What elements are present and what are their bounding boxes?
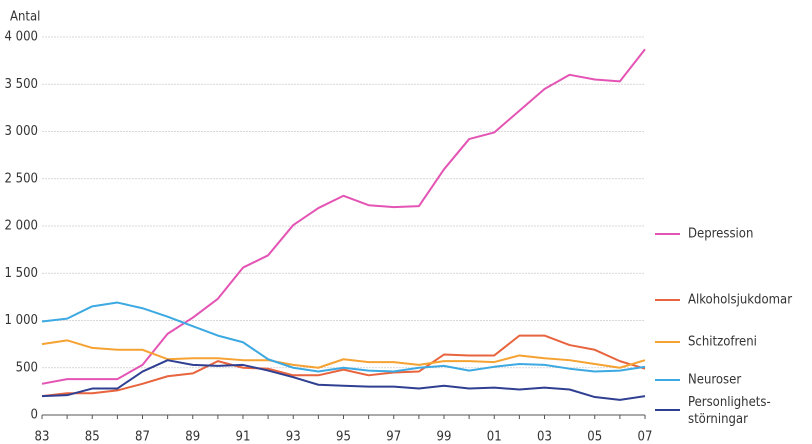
y-tick-label: 2 500	[5, 171, 38, 186]
y-tick-label: 1 500	[5, 266, 38, 281]
legend-label: Neuroser	[688, 373, 741, 388]
x-tick-label: 95	[336, 430, 351, 444]
legend-label: Alkoholsjukdomar	[688, 293, 792, 308]
legend-label: Personlighets-störningar	[688, 395, 771, 427]
x-tick-label: 97	[386, 430, 401, 444]
x-tick-label: 01	[487, 430, 502, 444]
x-tick-label: 99	[437, 430, 452, 444]
legend-label: Schitzofreni	[688, 335, 757, 350]
y-tick-label: 3 000	[5, 124, 38, 139]
x-tick-label: 91	[236, 430, 251, 444]
series-line	[41, 334, 646, 398]
series-line	[41, 48, 646, 385]
x-tick-label: 83	[35, 430, 50, 444]
y-tick-label: 3 500	[5, 77, 38, 92]
y-tick-label: 2 000	[5, 219, 38, 234]
series-line	[41, 301, 646, 373]
x-tick-label: 87	[135, 430, 150, 444]
x-tick-label: 85	[85, 430, 100, 444]
series-line	[41, 339, 646, 369]
y-tick-label: 1 000	[5, 313, 38, 328]
y-axis-label: Antal	[10, 10, 40, 25]
series-line	[41, 359, 646, 401]
x-tick-label: 05	[587, 430, 602, 444]
y-tick-label: 4 000	[5, 30, 38, 45]
x-tick-label: 03	[537, 430, 552, 444]
legend-label: Depression	[688, 227, 753, 242]
y-tick-label: 500	[16, 360, 38, 375]
y-tick-label: 0	[31, 408, 38, 423]
x-tick-label: 89	[185, 430, 200, 444]
x-tick-label: 93	[286, 430, 301, 444]
x-tick-label: 07	[638, 430, 653, 444]
